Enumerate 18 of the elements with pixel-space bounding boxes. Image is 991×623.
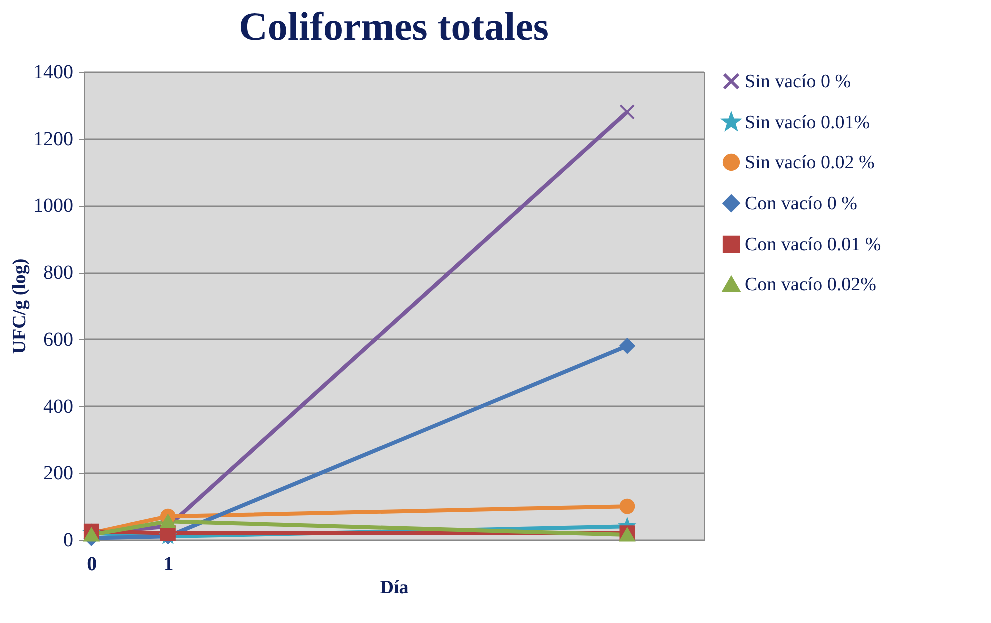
y-tick-label: 0 bbox=[64, 530, 74, 552]
legend-label: Sin vacío 0.01% bbox=[745, 112, 870, 134]
legend-label: Con vacío 0 % bbox=[745, 194, 858, 214]
chart-title: Coliformes totales bbox=[239, 4, 549, 49]
y-tick-label: 1200 bbox=[34, 128, 74, 150]
legend-label: Con vacío 0.01 % bbox=[745, 234, 882, 256]
y-tick-label: 1000 bbox=[34, 195, 74, 218]
x-axis-title: Día bbox=[380, 578, 410, 598]
y-tick-label: 200 bbox=[44, 462, 74, 485]
legend-label: Sin vacío 0 % bbox=[745, 72, 852, 92]
y-axis-title: UFC/g (log) bbox=[10, 258, 30, 354]
y-tick-label: 600 bbox=[44, 328, 74, 351]
legend-label: Con vacío 0.02% bbox=[745, 274, 877, 296]
legend-label: Sin vacío 0.02 % bbox=[745, 152, 875, 174]
y-tick-label: 400 bbox=[44, 396, 74, 418]
y-tick-label: 1400 bbox=[34, 62, 74, 84]
y-tick-label: 800 bbox=[44, 262, 74, 284]
x-tick-label: 1 bbox=[164, 554, 174, 576]
